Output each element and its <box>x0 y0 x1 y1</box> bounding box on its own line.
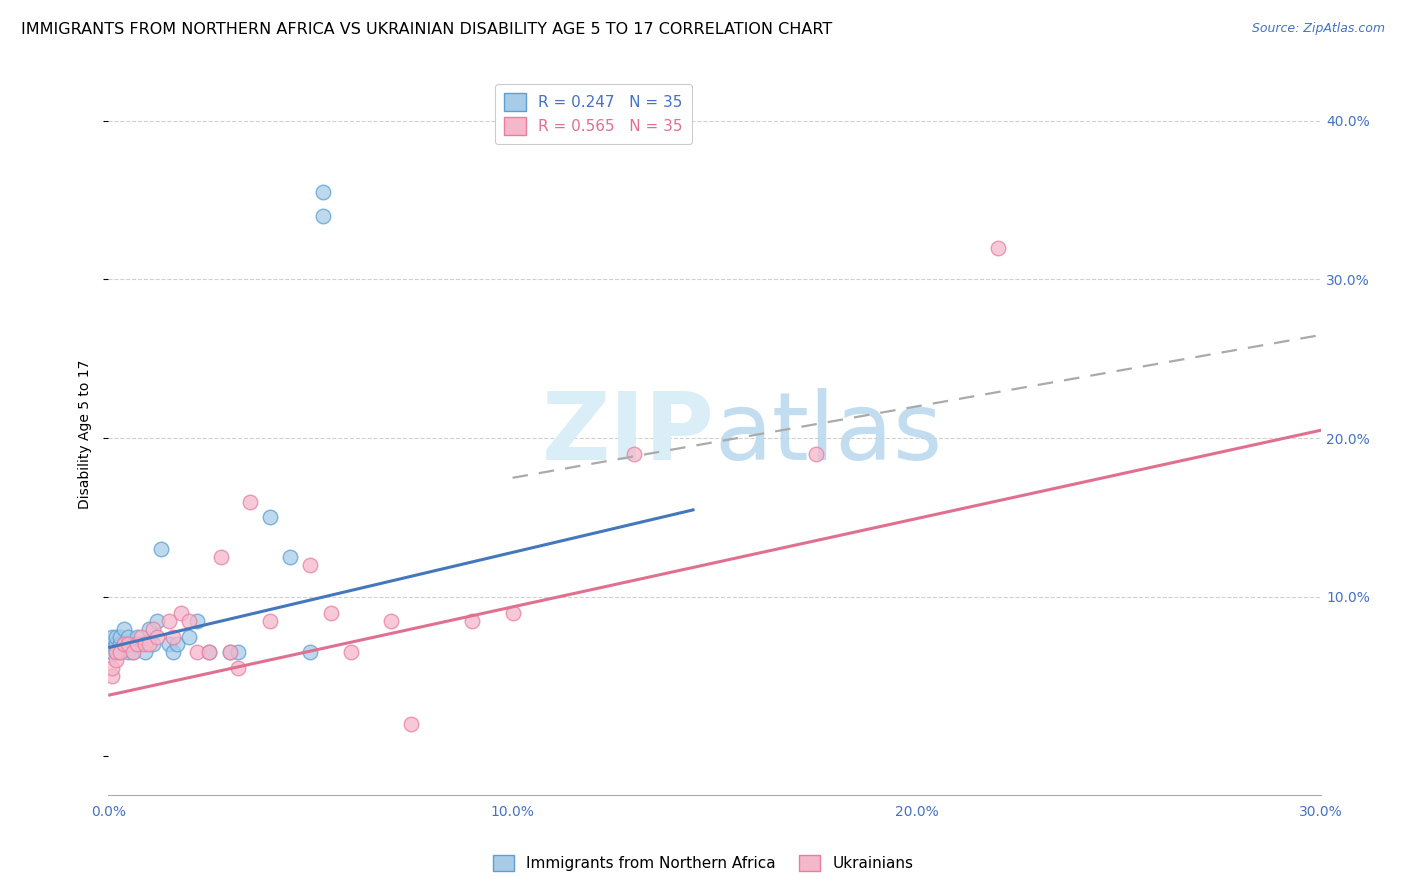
Point <box>311 209 333 223</box>
Point <box>105 645 128 659</box>
Point <box>198 645 221 659</box>
Point <box>101 645 124 659</box>
Point <box>105 638 128 652</box>
Point <box>186 645 208 659</box>
Point <box>239 494 262 508</box>
Point <box>125 630 148 644</box>
Point <box>117 630 139 644</box>
Point <box>112 638 135 652</box>
Point <box>142 622 165 636</box>
Point <box>401 717 423 731</box>
Point <box>138 638 160 652</box>
Text: Source: ZipAtlas.com: Source: ZipAtlas.com <box>1251 22 1385 36</box>
Point <box>502 606 524 620</box>
Point <box>259 510 281 524</box>
Point <box>121 645 143 659</box>
Point <box>134 638 156 652</box>
Point <box>186 614 208 628</box>
Point <box>149 542 172 557</box>
Point <box>226 645 249 659</box>
Point <box>134 645 156 659</box>
Point <box>278 550 301 565</box>
Point <box>804 447 827 461</box>
Point <box>623 447 645 461</box>
Point <box>112 638 135 652</box>
Point <box>987 241 1010 255</box>
Legend: Immigrants from Northern Africa, Ukrainians: Immigrants from Northern Africa, Ukraini… <box>486 849 920 877</box>
Point <box>211 550 233 565</box>
Point <box>142 638 165 652</box>
Point <box>177 630 200 644</box>
Point <box>170 606 193 620</box>
Point <box>138 622 160 636</box>
Point <box>226 661 249 675</box>
Point <box>299 558 322 573</box>
Point <box>105 630 128 644</box>
Point <box>105 645 128 659</box>
Point <box>299 645 322 659</box>
Point <box>110 630 132 644</box>
Point <box>218 645 240 659</box>
Point <box>340 645 363 659</box>
Point <box>198 645 221 659</box>
Point <box>105 653 128 667</box>
Point <box>162 645 184 659</box>
Point <box>157 614 180 628</box>
Point <box>117 638 139 652</box>
Legend: R = 0.247   N = 35, R = 0.565   N = 35: R = 0.247 N = 35, R = 0.565 N = 35 <box>495 84 692 144</box>
Point <box>218 645 240 659</box>
Text: ZIP: ZIP <box>541 388 714 480</box>
Point <box>121 638 143 652</box>
Point <box>177 614 200 628</box>
Point <box>319 606 342 620</box>
Point <box>110 638 132 652</box>
Point <box>125 638 148 652</box>
Text: atlas: atlas <box>714 388 943 480</box>
Point <box>311 185 333 199</box>
Point <box>101 661 124 675</box>
Point <box>101 669 124 683</box>
Point <box>121 645 143 659</box>
Y-axis label: Disability Age 5 to 17: Disability Age 5 to 17 <box>79 359 93 508</box>
Point <box>166 638 188 652</box>
Point <box>461 614 484 628</box>
Point <box>110 645 132 659</box>
Point <box>259 614 281 628</box>
Point <box>101 630 124 644</box>
Point <box>157 638 180 652</box>
Point <box>145 614 167 628</box>
Text: IMMIGRANTS FROM NORTHERN AFRICA VS UKRAINIAN DISABILITY AGE 5 TO 17 CORRELATION : IMMIGRANTS FROM NORTHERN AFRICA VS UKRAI… <box>21 22 832 37</box>
Point <box>380 614 402 628</box>
Point <box>162 630 184 644</box>
Point <box>117 645 139 659</box>
Point <box>112 622 135 636</box>
Point <box>145 630 167 644</box>
Point <box>101 638 124 652</box>
Point <box>110 645 132 659</box>
Point <box>129 638 152 652</box>
Point <box>129 630 152 644</box>
